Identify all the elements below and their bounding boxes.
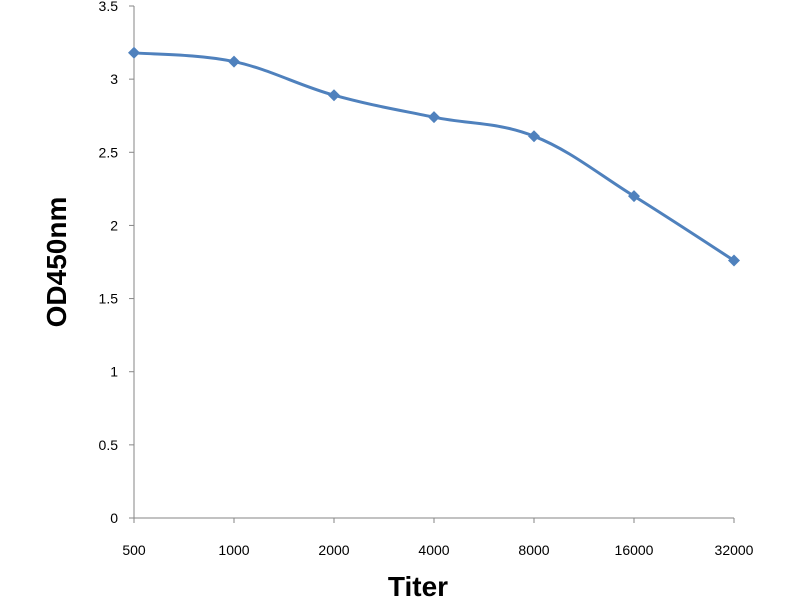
y-tick-label: 1 [110, 364, 118, 380]
x-axis-title: Titer [388, 571, 448, 600]
y-tick-label: 3.5 [99, 0, 119, 14]
data-point-marker [228, 55, 240, 68]
data-point-marker [628, 190, 640, 203]
x-tick-label: 4000 [418, 542, 449, 558]
x-tick-label: 500 [122, 542, 146, 558]
y-tick-label: 3 [110, 71, 118, 87]
series [128, 46, 740, 267]
x-tick-label: 1000 [218, 542, 249, 558]
y-tick-label: 1.5 [99, 291, 119, 307]
data-point-marker [128, 46, 140, 59]
data-point-marker [428, 111, 440, 124]
y-tick-label: 2 [110, 217, 118, 233]
x-tick-label: 8000 [518, 542, 549, 558]
x-axis: 500 1000 2000 4000 8000 16000 32000 [122, 517, 754, 558]
data-point-marker [328, 89, 340, 102]
y-axis: 0 0.5 1 1.5 2 2.5 3 3.5 [99, 0, 135, 526]
x-tick-label: 16000 [615, 542, 654, 558]
y-tick-label: 2.5 [99, 144, 119, 160]
y-tick-label: 0.5 [99, 437, 119, 453]
data-point-marker [528, 130, 540, 143]
x-tick-label: 32000 [715, 542, 754, 558]
y-tick-label: 0 [110, 510, 118, 526]
y-axis-title: OD450nm [41, 197, 72, 328]
series-line [132, 51, 736, 263]
x-tick-label: 2000 [318, 542, 349, 558]
data-point-marker [728, 254, 740, 267]
